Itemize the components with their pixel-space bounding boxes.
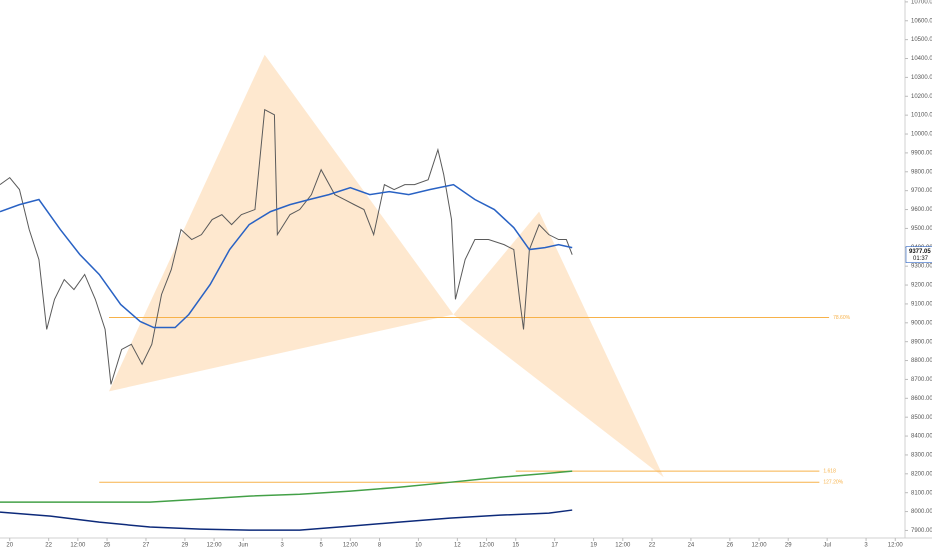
y-tick-label: 10700.00 [911, 0, 932, 5]
y-tick-label: 10600.00 [911, 18, 932, 24]
x-tick-label: 22 [649, 543, 656, 549]
x-tick-label: Jul [823, 543, 831, 549]
y-tick-label: 8900.00 [911, 339, 932, 345]
x-tick-label: 3 [864, 543, 868, 549]
y-tick-label: 9500.00 [911, 226, 932, 232]
x-tick-label: 3 [281, 543, 285, 549]
y-tick-label: 9800.00 [911, 169, 932, 175]
x-tick-label: 25 [104, 543, 111, 549]
x-tick-label: 15 [512, 543, 519, 549]
x-tick-label: 12:00 [343, 543, 359, 549]
x-tick-label: 17 [551, 543, 558, 549]
x-tick-label: Jun [238, 543, 248, 549]
y-tick-label: 9700.00 [911, 188, 932, 194]
x-tick-label: 12:00 [752, 543, 768, 549]
y-tick-label: 9300.00 [911, 264, 932, 270]
y-tick-label: 10100.00 [911, 113, 932, 119]
y-tick-label: 10200.00 [911, 94, 932, 100]
harmonic-pattern [108, 54, 454, 392]
countdown-label: 01:37 [913, 256, 929, 262]
y-tick-label: 9200.00 [911, 283, 932, 289]
fib-label: 127.20% [823, 480, 843, 486]
x-tick-label: 26 [726, 543, 733, 549]
last-price-tag [905, 246, 932, 263]
x-tick-label: 22 [45, 543, 52, 549]
fib-label: 1.618 [823, 469, 836, 475]
x-tick-label: 29 [785, 543, 792, 549]
x-tick-label: 27 [143, 543, 150, 549]
y-tick-label: 8000.00 [911, 509, 932, 515]
y-tick-label: 9100.00 [911, 302, 932, 308]
y-tick-label: 8200.00 [911, 471, 932, 477]
series-line [0, 470, 573, 503]
y-tick-label: 8300.00 [911, 453, 932, 459]
y-tick-label: 8800.00 [911, 358, 932, 364]
x-tick-label: 19 [590, 543, 597, 549]
y-tick-label: 7900.00 [911, 528, 932, 534]
x-tick-label: 12 [454, 543, 461, 549]
x-tick-label: 29 [182, 543, 189, 549]
y-tick-label: 9000.00 [911, 320, 932, 326]
x-tick-label: 12:00 [888, 543, 904, 549]
x-tick-label: 20 [6, 543, 13, 549]
y-tick-label: 10400.00 [911, 56, 932, 62]
y-tick-label: 8600.00 [911, 396, 932, 402]
y-tick-label: 8700.00 [911, 377, 932, 383]
x-tick-label: 5 [319, 543, 323, 549]
x-tick-label: 12:00 [70, 543, 86, 549]
y-tick-label: 9600.00 [911, 207, 932, 213]
harmonic-pattern [453, 211, 664, 478]
y-tick-label: 10000.00 [911, 132, 932, 138]
x-tick-label: 8 [378, 543, 382, 549]
x-tick-label: 24 [688, 543, 695, 549]
y-tick-label: 8100.00 [911, 490, 932, 496]
last-price-label: 9377.05 [909, 249, 931, 255]
y-tick-label: 9900.00 [911, 150, 932, 156]
y-tick-label: 8400.00 [911, 434, 932, 440]
x-tick-label: 10 [415, 543, 422, 549]
x-tick-label: 12:00 [615, 543, 631, 549]
series-line [0, 509, 573, 531]
y-tick-label: 10500.00 [911, 37, 932, 43]
fib-label: 78.60% [833, 315, 851, 321]
y-tick-label: 8500.00 [911, 415, 932, 421]
series-line [0, 108, 573, 385]
y-tick-label: 10300.00 [911, 75, 932, 81]
x-tick-label: 12:00 [479, 543, 495, 549]
x-tick-label: 12:00 [207, 543, 223, 549]
series-line [0, 183, 573, 329]
